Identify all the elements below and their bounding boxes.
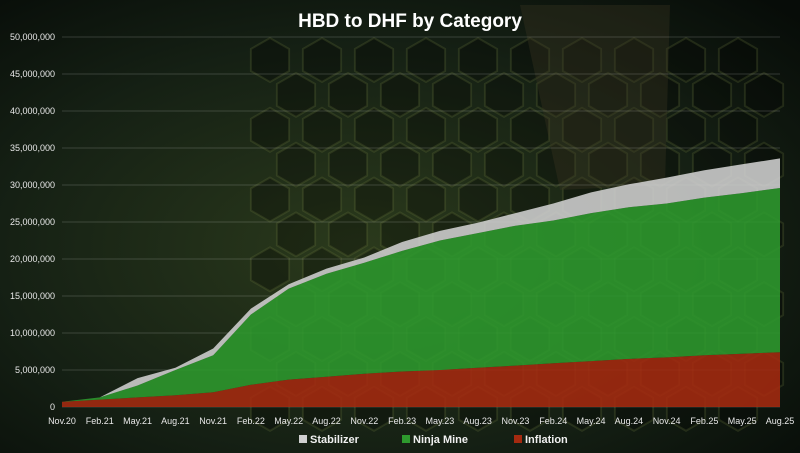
y-tick-label: 40,000,000 (10, 106, 55, 116)
x-tick-label: Aug.23 (463, 416, 492, 426)
x-tick-label: May.24 (577, 416, 606, 426)
honeycomb-cell (561, 106, 603, 153)
honeycomb-cell (743, 71, 785, 119)
y-tick-label: 25,000,000 (10, 217, 55, 227)
honeycomb-cell (405, 36, 447, 84)
x-tick-label: May.21 (123, 416, 152, 426)
honeycomb-cell (613, 36, 655, 84)
x-tick-label: Aug.25 (766, 416, 795, 426)
chart-title: HBD to DHF by Category (298, 11, 522, 32)
y-tick-label: 50,000,000 (10, 32, 55, 42)
x-tick-label: May.25 (728, 416, 757, 426)
honeycomb-cell (483, 141, 525, 188)
honeycomb-cell (275, 141, 317, 188)
honeycomb-cell (561, 36, 603, 84)
honeycomb-cell (353, 176, 395, 223)
legend-swatch-stabilizer (299, 435, 307, 443)
y-tick-label: 10,000,000 (10, 328, 55, 338)
honeycomb-cell (249, 176, 291, 223)
honeycomb-cell (405, 176, 447, 223)
y-tick-label: 15,000,000 (10, 291, 55, 301)
honeycomb-cell (717, 36, 759, 84)
honeycomb-cell (665, 106, 707, 153)
honeycomb-cell (613, 106, 655, 153)
x-tick-label: Nov.21 (199, 416, 227, 426)
honeycomb-cell (327, 211, 369, 258)
plot-areas (62, 158, 780, 407)
honeycomb-cell (691, 71, 733, 119)
honeycomb-cell (587, 71, 629, 119)
honeycomb-cell (405, 106, 447, 153)
axes: 0 5,000,000 10,000,000 15,000,000 20,000,000… (10, 32, 794, 426)
y-tick-label: 45,000,000 (10, 69, 55, 79)
honeycomb-cell (457, 36, 499, 84)
honeycomb-cell (665, 36, 707, 84)
honeycomb-cell (379, 71, 421, 119)
honeycomb-cell (353, 106, 395, 153)
y-tick-label: 0 (50, 402, 55, 412)
legend-label: Stabilizer (310, 434, 360, 446)
honeycomb-cell (249, 106, 291, 153)
honeycomb-cell (379, 141, 421, 188)
x-tick-label: Feb.25 (690, 416, 718, 426)
y-tick-label: 35,000,000 (10, 143, 55, 153)
x-tick-label: May.22 (274, 416, 303, 426)
x-tick-label: Aug.24 (615, 416, 644, 426)
honeycomb-cell (301, 176, 343, 223)
x-tick-label: Nov.22 (350, 416, 378, 426)
honeycomb-cell (535, 141, 577, 188)
honeycomb-cell (249, 246, 291, 293)
legend: Stabilizer Ninja Mine Inflation (299, 434, 568, 446)
x-tick-label: Feb.22 (237, 416, 265, 426)
area-stabilizer (62, 158, 780, 402)
honeycomb-cell (249, 36, 291, 84)
legend-label: Inflation (525, 434, 568, 446)
x-tick-label: Feb.21 (86, 416, 114, 426)
y-tick-label: 30,000,000 (10, 180, 55, 190)
honeycomb-cell (431, 141, 473, 188)
area-ninja-mine (62, 188, 780, 402)
honeycomb-cell (275, 211, 317, 258)
honeycomb-cell (639, 71, 681, 119)
decor-block (520, 5, 670, 190)
honeycomb-cell (275, 71, 317, 119)
area-inflation (62, 352, 780, 407)
x-tick-label: May.23 (425, 416, 454, 426)
honeycomb-cell (327, 141, 369, 188)
legend-swatch-inflation (514, 435, 522, 443)
honeycomb-cell (587, 141, 629, 188)
honeycomb-cell (301, 106, 343, 153)
x-tick-label: Aug.21 (161, 416, 190, 426)
honeycomb-cell (457, 176, 499, 223)
x-tick-label: Nov.23 (502, 416, 530, 426)
x-tick-label: Aug.22 (312, 416, 341, 426)
legend-swatch-ninja-mine (402, 435, 410, 443)
honeycomb-cell (509, 36, 551, 84)
honeycomb-cell (353, 36, 395, 84)
honeycomb-cell (717, 106, 759, 153)
honeycomb-cell (535, 71, 577, 119)
honeycomb-cell (457, 106, 499, 153)
y-tick-label: 20,000,000 (10, 254, 55, 264)
x-tick-label: Feb.24 (539, 416, 567, 426)
x-tick-label: Nov.24 (653, 416, 681, 426)
x-tick-label: Nov.20 (48, 416, 76, 426)
y-tick-label: 5,000,000 (15, 365, 55, 375)
honeycomb-cell (509, 106, 551, 153)
honeycomb-cell (483, 71, 525, 119)
honeycomb-cell (301, 36, 343, 84)
legend-label: Ninja Mine (413, 434, 468, 446)
honeycomb-cell (327, 71, 369, 119)
x-tick-label: Feb.23 (388, 416, 416, 426)
honeycomb-cell (431, 71, 473, 119)
